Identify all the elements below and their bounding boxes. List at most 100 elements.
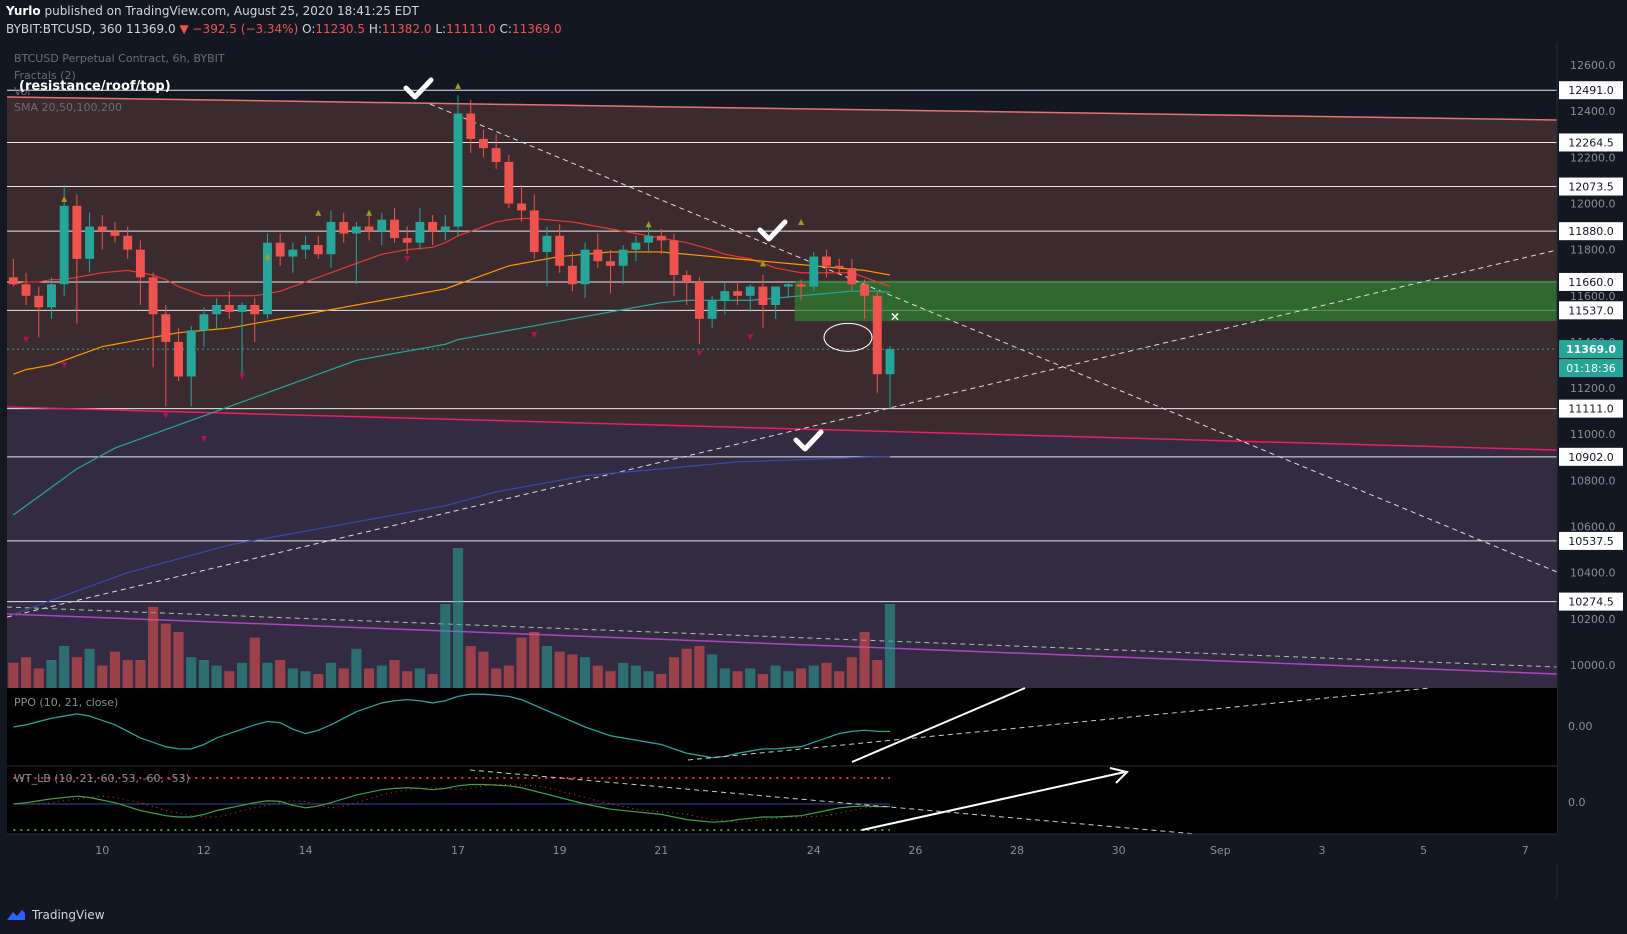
candle-body: [288, 249, 298, 257]
volume-bar: [516, 637, 527, 688]
x-tick-label: 7: [1522, 844, 1529, 857]
price-axis: [1557, 42, 1627, 898]
candle-body: [631, 242, 641, 250]
demand-zone: [794, 280, 1557, 322]
volume-bar: [567, 654, 578, 688]
candle-body: [885, 349, 895, 375]
candle-body: [135, 249, 145, 278]
x-tick-label: 28: [1010, 844, 1024, 857]
wt-trend-dashed: [469, 769, 1231, 838]
ppo-trend-dashed: [687, 687, 1431, 761]
low-label: L:: [435, 22, 447, 36]
volume-bar: [656, 674, 667, 688]
wt-axis-zero: 0.0: [1568, 796, 1586, 809]
wt-trend-arrow: [861, 771, 1126, 831]
volume-bar: [834, 671, 845, 688]
volume-bar: [783, 671, 794, 688]
y-tick-label: 12200.0: [1570, 151, 1616, 164]
volume-bar: [249, 637, 260, 688]
footer: TradingView: [0, 898, 1627, 934]
y-tick-label: 10200.0: [1570, 613, 1616, 626]
volume-bar: [491, 668, 502, 688]
candle-body: [669, 240, 679, 276]
candle-body: [567, 265, 577, 285]
sma-line: [13, 456, 891, 615]
y-tick-label: 11800.0: [1570, 244, 1616, 257]
candle-body: [542, 235, 552, 252]
title-bar: Yurlo published on TradingView.com, Augu…: [0, 0, 1627, 42]
ascending-dashed-trendline: [6, 249, 1558, 618]
candle-body: [275, 242, 285, 257]
publish-line: Yurlo published on TradingView.com, Augu…: [6, 4, 419, 18]
candle-body: [428, 221, 438, 232]
volume-bar: [795, 668, 807, 688]
x-tick-label: 30: [1112, 844, 1126, 857]
publisher-name[interactable]: Yurlo: [6, 4, 41, 18]
candle-body: [326, 221, 336, 255]
ppo-line: [13, 693, 890, 759]
open-value: 11230.5: [315, 22, 365, 36]
candle-body: [694, 281, 704, 319]
volume-bar: [173, 632, 184, 688]
y-tick-label: 10000.0: [1570, 659, 1616, 672]
candle-body: [377, 219, 387, 232]
chart-canvas[interactable]: × BTCUSD Perpetual Contract, 6h, BYBIT F…: [0, 42, 1627, 898]
volume-bar: [33, 668, 44, 688]
last-price-tag: 11369.0 01:18:36: [1559, 340, 1623, 378]
last-price-value: 11369.0: [1566, 343, 1616, 356]
volume-bar: [732, 671, 743, 688]
y-tick-label: 11600.0: [1570, 290, 1616, 303]
annotation-marks: ×: [23, 77, 900, 452]
legend-sma: SMA 20,50,100,200: [14, 101, 122, 114]
volume-bar: [630, 665, 641, 688]
volume-bar: [59, 646, 70, 688]
level-label: 11660.0: [1568, 276, 1614, 289]
candle-body: [847, 268, 857, 285]
volume-bar: [275, 660, 286, 688]
support-trendline: [6, 406, 1558, 451]
candle-body: [72, 205, 82, 259]
fractal-down-icon: [531, 332, 538, 339]
level-label: 11880.0: [1568, 225, 1614, 238]
volume-bar: [579, 657, 591, 688]
candle-body: [250, 305, 260, 315]
volume-bar: [770, 665, 781, 688]
highlight-ellipse: [823, 322, 873, 352]
trend-lines: [6, 96, 1558, 675]
volume-bar: [211, 665, 222, 688]
volume-bar: [364, 668, 375, 688]
candle-body: [364, 226, 374, 232]
brand[interactable]: TradingView: [6, 908, 105, 922]
y-tick-label: 10400.0: [1570, 567, 1616, 580]
volume-bar: [427, 674, 438, 688]
candle-body: [618, 249, 628, 266]
volume-bar: [719, 668, 730, 688]
y-tick-label: 11000.0: [1570, 428, 1616, 441]
fractal-down-icon: [747, 334, 754, 341]
volume-bar: [808, 665, 819, 688]
volume-bar: [529, 632, 540, 688]
horizontal-levels: [7, 89, 1557, 603]
x-tick-label: 19: [553, 844, 567, 857]
support-channel: [7, 407, 1557, 688]
candle-body: [21, 284, 31, 296]
level-label-box: [1559, 222, 1623, 241]
volume-bar: [160, 623, 171, 688]
checkmark-icon: [403, 77, 434, 100]
candlesticks: [8, 95, 895, 409]
volume-bar: [707, 654, 718, 688]
candle-body: [593, 249, 603, 262]
ppo-label: PPO (10, 21, close): [14, 696, 118, 709]
volume-bar: [109, 651, 121, 688]
fractal-up-icon: [798, 218, 805, 225]
candle-body: [148, 277, 158, 315]
volume-bar: [745, 668, 756, 688]
legend-volume: Vol: [14, 85, 30, 98]
level-label: 11537.0: [1568, 304, 1614, 317]
high-value: 11382.0: [381, 22, 432, 36]
legend-instrument: BTCUSD Perpetual Contract, 6h, BYBIT: [14, 52, 225, 65]
resistance-channel: [7, 97, 1557, 450]
y-tick-label: 11200.0: [1570, 382, 1616, 395]
volume-bar: [287, 668, 298, 688]
candle-body: [834, 265, 844, 269]
